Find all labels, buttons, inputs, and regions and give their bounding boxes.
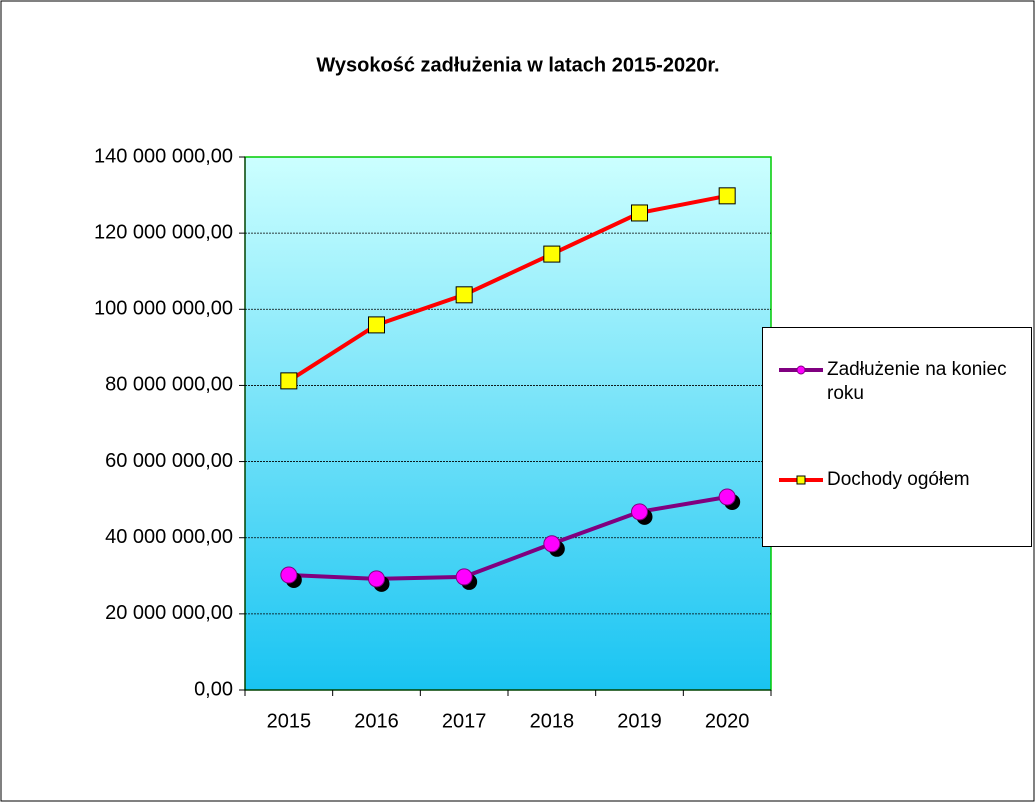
y-tick-label: 80 000 000,00 — [105, 374, 233, 396]
legend-icon — [779, 475, 823, 485]
marker — [368, 316, 385, 334]
y-tick-label: 20 000 000,00 — [105, 602, 233, 624]
marker — [280, 566, 298, 584]
marker — [718, 187, 736, 205]
marker — [280, 372, 298, 390]
x-tick-label: 2016 — [354, 710, 399, 732]
marker — [368, 570, 385, 588]
legend-marker — [796, 475, 806, 485]
series-line — [288, 495, 728, 581]
marker — [543, 245, 561, 263]
y-tick-label: 120 000 000,00 — [94, 221, 233, 243]
y-tick-label: 0,00 — [194, 678, 233, 700]
y-tick-label: 60 000 000,00 — [105, 450, 233, 472]
marker — [455, 568, 473, 586]
x-tick-label: 2020 — [705, 710, 750, 732]
legend-marker — [796, 365, 806, 375]
plot-area — [244, 156, 772, 691]
x-tick-label: 2018 — [530, 710, 575, 732]
legend-entry: Zadłużenie na koniec roku — [779, 358, 1007, 406]
legend-icon — [779, 365, 823, 375]
legend-entry: Dochody ogółem — [779, 468, 1007, 492]
marker — [718, 488, 736, 506]
legend-label: Dochody ogółem — [827, 469, 970, 490]
y-tick-label: 100 000 000,00 — [94, 298, 233, 320]
x-tick-label: 2015 — [267, 710, 312, 732]
series-line — [287, 193, 728, 383]
marker — [543, 535, 561, 553]
legend-label: Zadłużenie na koniec roku — [827, 359, 1007, 404]
marker — [631, 503, 648, 521]
chart-title: Wysokość zadłużenia w latach 2015-2020r. — [316, 54, 719, 76]
marker — [455, 286, 473, 304]
y-tick-label: 40 000 000,00 — [105, 526, 233, 548]
legend: Zadłużenie na koniec roku Dochody ogółem — [762, 327, 1032, 547]
y-tick-label: 140 000 000,00 — [94, 145, 233, 167]
marker — [631, 204, 648, 222]
x-tick-label: 2017 — [442, 710, 487, 732]
x-tick-label: 2019 — [617, 710, 662, 732]
